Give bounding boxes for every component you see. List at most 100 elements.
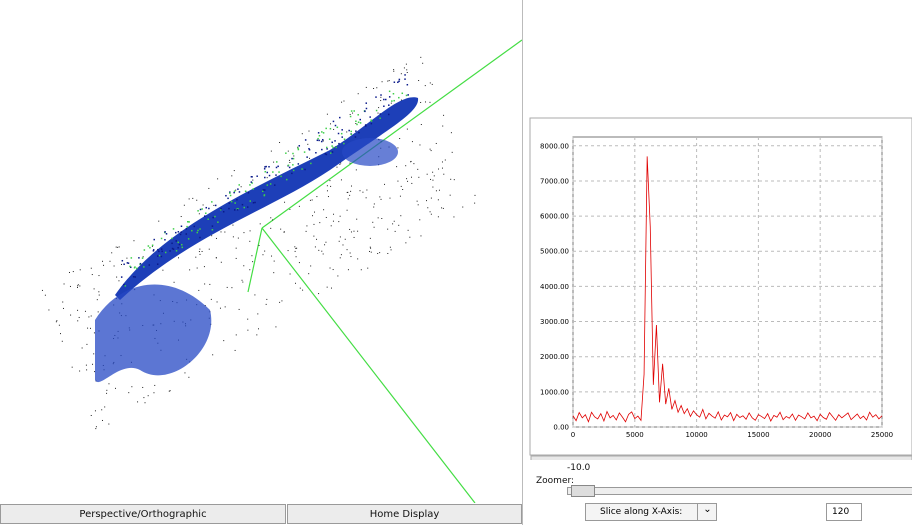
cloud-point [297,147,298,148]
cloud-point [86,365,87,366]
dropdown-arrow[interactable]: ⌄ [697,504,717,520]
cloud-point [247,330,248,331]
slice-spinner[interactable]: 120 [826,503,862,521]
cloud-point [376,110,378,112]
cloud-point [391,103,392,104]
cloud-point [295,248,296,249]
cloud-point [404,78,406,80]
cloud-point [272,219,273,220]
cloud-point [199,213,200,214]
cloud-point [310,163,312,165]
cloud-point [321,131,323,133]
cloud-point [158,221,159,222]
cloud-point [242,280,243,281]
cloud-point [326,147,328,149]
cloud-point [262,254,263,255]
cloud-point [128,392,129,393]
cloud-point [397,181,398,182]
cloud-point [233,192,235,194]
cloud-point [332,151,334,153]
cloud-point [358,122,360,124]
cloud-point [137,401,138,402]
cloud-point [307,144,308,145]
cloud-point [174,282,175,283]
cloud-point [173,228,175,230]
cloud-point [164,239,166,241]
slider-thumb[interactable] [571,485,595,497]
scrollbar[interactable] [531,456,912,460]
cloud-point [340,236,341,237]
cloud-point [318,293,319,294]
cloud-point [331,288,332,289]
cloud-point [273,272,274,273]
cloud-point [192,198,193,199]
cloud-point [374,227,375,228]
cloud-point [181,244,183,246]
cloud-point [108,383,109,384]
cloud-point [288,250,289,251]
cloud-point [350,191,351,192]
cloud-point [201,208,203,210]
cloud-point [365,124,367,126]
cloud-point [157,249,159,251]
cloud-point [96,426,97,427]
cloud-point [270,183,272,185]
cloud-point [195,257,196,258]
cloud-point [161,256,163,257]
cloud-point [443,115,444,116]
cloud-point [330,186,331,187]
cloud-point [326,154,328,156]
cloud-point [157,263,159,265]
cloud-point [92,364,93,365]
cloud-point [166,233,168,235]
cloud-point [269,175,271,177]
x-tick-label: 20000 [809,431,831,439]
cloud-point [325,242,326,243]
zoomer-slider[interactable] [567,487,912,495]
cloud-point [243,207,245,209]
cloud-point [317,138,319,140]
cloud-point [264,251,265,252]
cloud-point [293,158,295,160]
cloud-point [227,198,229,200]
cloud-point [118,280,119,281]
cloud-point [306,231,307,232]
cloud-point [242,204,244,206]
cloud-point [223,340,224,341]
cloud-point [234,170,235,171]
cloud-point [321,141,323,143]
cloud-point [197,230,199,232]
cloud-point [373,88,374,89]
y-tick-label: 3000.00 [540,318,569,326]
cloud-point [290,273,291,274]
cloud-point [454,179,455,180]
cloud-point [349,195,350,196]
cloud-point [154,385,155,386]
cloud-point [214,216,216,218]
point-cloud-view[interactable] [0,0,522,503]
cloud-point [133,240,134,241]
perspective-button[interactable]: Perspective/Orthographic [0,504,286,524]
cloud-point [379,196,380,197]
cloud-point [438,216,439,217]
cloud-point [305,139,307,141]
cloud-point [169,250,171,252]
home-button[interactable]: Home Display [287,504,522,524]
cloud-point [312,199,313,200]
cloud-point [177,242,179,244]
cloud-point [106,393,107,394]
cloud-point [263,189,265,191]
cloud-point [212,225,214,227]
cloud-point [366,190,367,191]
cloud-point [335,147,337,149]
cloud-point [318,250,319,251]
cloud-point [353,110,355,112]
cloud-point [194,226,196,228]
cloud-point [95,428,96,429]
cloud-point [319,135,321,137]
cloud-point [87,328,88,329]
cloud-point [264,189,266,191]
cloud-point [235,350,236,351]
cloud-point [292,153,294,155]
cloud-point [77,320,78,321]
